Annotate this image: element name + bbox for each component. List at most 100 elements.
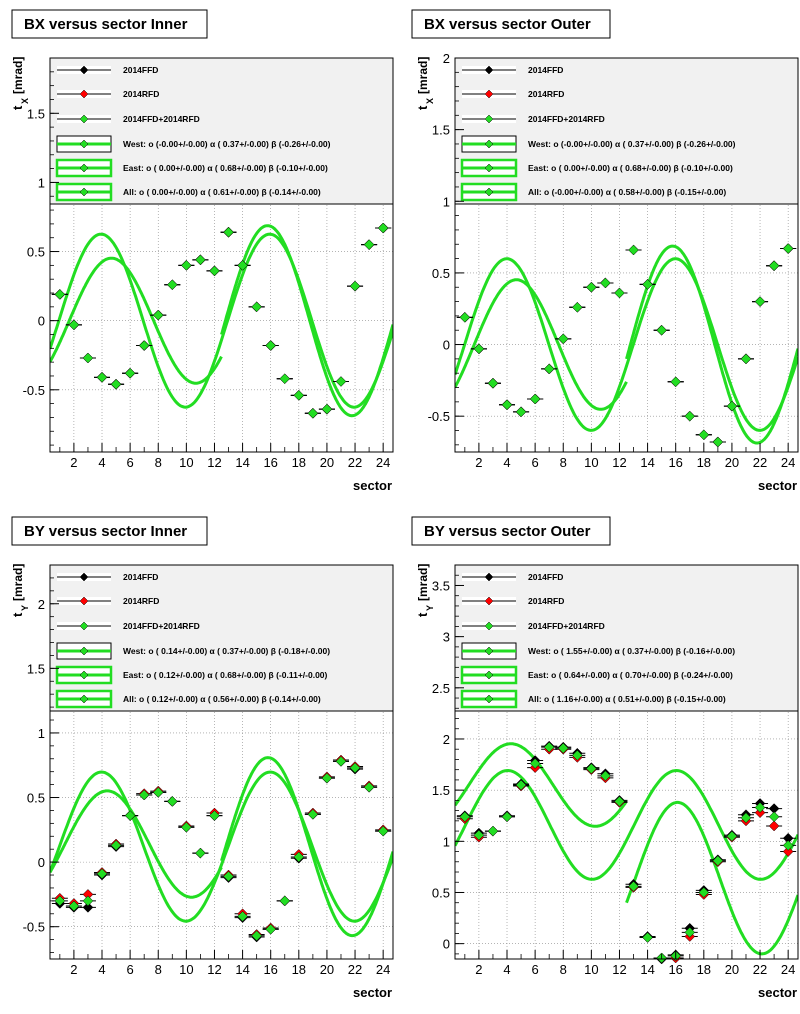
data-point <box>782 840 794 851</box>
y-tick-label: 1.5 <box>27 106 45 121</box>
data-point <box>237 260 248 271</box>
data-point <box>501 399 513 411</box>
data-point <box>586 763 597 775</box>
x-tick-label: 6 <box>127 962 134 977</box>
chart-title-box <box>11 9 208 39</box>
data-point <box>209 265 220 277</box>
legend-marker <box>484 621 494 631</box>
y-axis-label-main: t <box>415 105 430 110</box>
data-point <box>698 429 710 441</box>
data-point <box>68 900 80 912</box>
data-point <box>726 830 738 842</box>
data-point <box>473 829 485 841</box>
data-point <box>656 324 667 336</box>
x-tick-label: 8 <box>560 455 567 470</box>
y-axis-label: tX [mrad] <box>415 57 435 110</box>
legend-label: 2014FFD <box>528 572 563 582</box>
x-tick-label: 18 <box>697 962 711 977</box>
legend-marker <box>79 646 89 656</box>
y-tick-label: 1 <box>38 175 45 190</box>
x-tick-label: 4 <box>98 962 105 977</box>
fit-curve-all <box>455 257 798 432</box>
legend-label: 2014FFD+2014RFD <box>528 114 605 124</box>
chart-title: BY versus sector Outer <box>424 523 591 540</box>
fit-curves <box>455 244 798 445</box>
legend-label: 2014RFD <box>528 596 564 606</box>
data-point <box>237 911 248 922</box>
y-axis-label: tY [mrad] <box>10 564 30 617</box>
data-point <box>96 371 108 383</box>
x-tick-label: 16 <box>263 455 277 470</box>
plot-frame <box>454 564 799 960</box>
data-point <box>487 377 499 389</box>
y-axis-label-unit: [mrad] <box>416 564 430 601</box>
data-point <box>251 930 262 942</box>
legend-label: 2014FFD+2014RFD <box>123 114 200 124</box>
x-tick-label: 12 <box>612 962 626 977</box>
y-tick-label: 1.5 <box>432 123 450 138</box>
data-point <box>166 796 178 807</box>
legend-box <box>49 564 394 712</box>
legend-label: 2014RFD <box>123 89 159 99</box>
data-point <box>279 895 291 907</box>
chart-panel-4: BY versus sector Outer 2014FFD 2014RFD 2014… <box>411 516 799 1000</box>
plot-frame <box>49 57 394 453</box>
data-point <box>138 340 150 351</box>
legend-label: West: o (-0.00+/-0.00) α ( 0.37+/-0.00) … <box>123 139 331 149</box>
data-point <box>684 927 696 938</box>
legend-label: East: o ( 0.00+/-0.00) α ( 0.68+/-0.00) … <box>528 163 733 173</box>
data-point <box>251 301 262 313</box>
x-tick-label: 22 <box>348 455 362 470</box>
legend-label: 2014FFD+2014RFD <box>528 621 605 631</box>
data-point <box>543 741 555 753</box>
series-2014rfd <box>456 743 797 964</box>
x-tick-label: 20 <box>320 455 334 470</box>
x-tick-label: 10 <box>179 455 193 470</box>
legend-label: 2014RFD <box>528 89 564 99</box>
y-axis-label-unit: [mrad] <box>416 57 430 94</box>
data-point <box>321 772 333 784</box>
legend-label: 2014FFD+2014RFD <box>123 621 200 631</box>
chart-title-box <box>411 516 611 546</box>
y-axis-label-unit: [mrad] <box>11 564 25 601</box>
data-point <box>614 287 625 299</box>
x-tick-label: 8 <box>155 455 162 470</box>
data-point <box>529 758 541 769</box>
legend-marker <box>484 139 494 149</box>
fit-curve-all <box>455 768 798 881</box>
x-tick-label: 12 <box>207 455 221 470</box>
x-tick-label: 6 <box>532 455 539 470</box>
data-point <box>265 923 277 935</box>
legend-marker <box>484 163 494 173</box>
legend-label: All: o ( 0.00+/-0.00) α ( 0.61+/-0.00) β… <box>123 187 321 197</box>
fit-curves <box>50 756 393 938</box>
data-point <box>571 749 583 761</box>
legend-label: East: o ( 0.64+/-0.00) α ( 0.70+/-0.00) … <box>528 670 733 680</box>
x-tick-label: 24 <box>781 962 795 977</box>
data-point <box>670 376 682 388</box>
data-point <box>293 851 305 863</box>
x-tick-label: 12 <box>612 455 626 470</box>
fit-curve-all <box>50 770 393 923</box>
x-tick-label: 18 <box>292 962 306 977</box>
data-point <box>321 403 333 415</box>
y-tick-label: 0.5 <box>27 791 45 806</box>
legend-marker <box>484 670 494 680</box>
legend-label: 2014FFD <box>123 572 158 582</box>
chart-title: BY versus sector Inner <box>24 523 187 540</box>
data-point <box>82 352 94 364</box>
x-tick-label: 14 <box>235 455 249 470</box>
legend: 2014FFD 2014RFD 2014FFD+2014RFD West: o ( 1… <box>454 564 799 712</box>
data-point <box>586 281 597 293</box>
data-point <box>68 319 80 331</box>
data-point <box>459 311 471 323</box>
data-point <box>195 847 206 859</box>
data-point <box>600 770 611 782</box>
x-tick-label: 4 <box>503 962 510 977</box>
data-point <box>557 333 569 345</box>
legend: 2014FFD 2014RFD 2014FFD+2014RFD West: o (-0… <box>454 57 799 205</box>
legend-marker <box>484 89 494 99</box>
y-tick-label: -0.5 <box>23 383 45 398</box>
legend-marker <box>79 187 89 197</box>
